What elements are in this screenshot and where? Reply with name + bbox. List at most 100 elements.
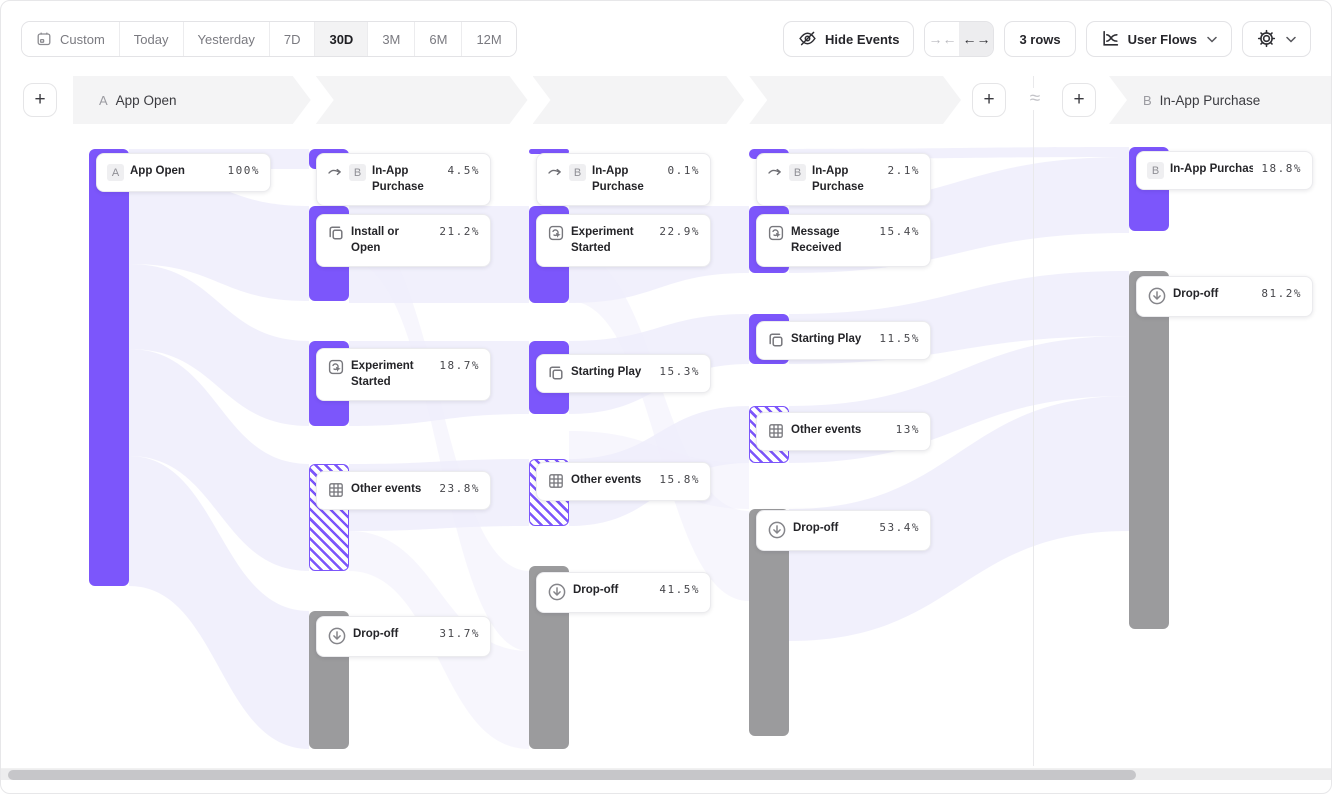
flow-bar-app-open[interactable] [89,149,129,586]
dropoff-icon [767,520,787,540]
toolbar-right-controls: Hide Events →← ←→ 3 rows User Flows [783,21,1311,57]
node-label: Drop-off [353,628,399,640]
horizontal-scrollbar-thumb[interactable] [8,770,1136,780]
view-selector-button[interactable]: User Flows [1085,21,1232,57]
flow-node-app-open[interactable]: A App Open 100% [96,153,271,192]
step-b-header[interactable]: B In-App Purchase [1109,76,1331,124]
node-label: Drop-off [1173,288,1219,300]
experiment-icon [327,358,345,376]
date-range-3m[interactable]: 3M [368,22,416,56]
node-percent: 18.7% [439,359,480,372]
flow-link [129,349,309,571]
date-range-12m[interactable]: 12M [462,22,516,56]
node-label: Drop-off [793,522,839,534]
step-letter-badge: B [569,164,586,181]
add-step-middle-right-button[interactable]: + [1062,83,1096,117]
event-icon [767,331,785,349]
collapse-expand-toggle: →← ←→ [924,21,995,57]
flow-node-in-app-purchase[interactable]: B In-App Purchase 4.5% [316,153,491,207]
rows-label: 3 rows [1019,31,1061,47]
toolbar: Custom Today Yesterday 7D 30D 3M 6M 12M … [21,21,1311,57]
flow-node-in-app-purchase[interactable]: B In-App Purchase 0.1% [536,153,711,207]
settings-button[interactable] [1242,21,1311,57]
node-label: Message Received [791,226,842,254]
expand-columns-button[interactable]: ←→ [959,22,994,56]
node-percent: 4.5% [447,164,480,177]
collapse-columns-button[interactable]: →← [925,22,960,56]
node-percent: 100% [227,164,260,177]
experiment-icon [767,224,785,242]
flow-link [789,396,1129,641]
date-range-7d[interactable]: 7D [269,22,316,56]
node-percent: 21.2% [439,225,480,238]
flow-node-drop-off[interactable]: Drop-off 81.2% [1136,276,1313,317]
flow-node-experiment-started[interactable]: Experiment Started 22.9% [536,214,711,268]
flow-node-message-received[interactable]: Message Received 15.4% [756,214,931,268]
step-letter-badge: A [107,164,124,181]
node-percent: 22.9% [659,225,700,238]
flow-node-other-events[interactable]: Other events 23.8% [316,471,491,510]
add-step-before-button[interactable]: + [23,83,57,117]
step-segment [749,76,961,124]
node-label: In-App Purchase [592,165,644,193]
step-letter-badge: B [1147,162,1164,179]
grid-icon [547,472,565,490]
step-a-letter: A [99,92,108,108]
node-percent: 81.2% [1261,287,1302,300]
add-step-middle-left-button[interactable]: + [972,83,1006,117]
step-a-header[interactable]: A App Open [73,76,311,124]
goal-arrow-icon [767,163,783,179]
flow-bar-in-app-purchase[interactable] [529,149,569,154]
flow-node-drop-off[interactable]: Drop-off 41.5% [536,572,711,613]
collapse-arrows-icon: →← [928,31,957,47]
flow-bar-drop-off[interactable] [1129,271,1169,629]
eye-off-icon [798,29,817,48]
step-letter-badge: B [789,164,806,181]
calendar-icon [36,31,52,47]
flow-node-starting-play[interactable]: Starting Play 15.3% [536,354,711,393]
expand-arrows-icon: ←→ [962,31,991,47]
collapsed-steps-indicator: ≈ [1022,88,1048,110]
hide-events-button[interactable]: Hide Events [783,21,915,57]
date-range-custom[interactable]: Custom [22,22,120,56]
goal-arrow-icon [547,163,563,179]
dropoff-icon [547,582,567,602]
chevron-down-icon [1207,35,1217,44]
flow-node-drop-off[interactable]: Drop-off 31.7% [316,616,491,657]
node-percent: 11.5% [879,332,920,345]
node-label: Starting Play [571,366,642,378]
date-range-6m[interactable]: 6M [415,22,463,56]
date-range-label: Custom [60,31,105,47]
event-icon [327,224,345,242]
user-flows-chart-icon [1101,29,1120,48]
node-percent: 15.4% [879,225,920,238]
date-range-30d[interactable]: 30D [315,22,369,56]
date-range-selector: Custom Today Yesterday 7D 30D 3M 6M 12M [21,21,517,57]
experiment-icon [547,224,565,242]
grid-icon [767,422,785,440]
rows-button[interactable]: 3 rows [1004,21,1076,57]
node-percent: 15.8% [659,473,700,486]
flow-node-in-app-purchase[interactable]: B In-App Purchase 18.8% [1136,151,1313,190]
node-label: Other events [791,424,862,436]
node-label: Install or Open [351,226,399,254]
node-percent: 41.5% [659,583,700,596]
node-label: Drop-off [573,584,619,596]
flow-node-other-events[interactable]: Other events 15.8% [536,462,711,501]
node-label: In-App Purchase [812,165,864,193]
flow-node-other-events[interactable]: Other events 13% [756,412,931,451]
flow-node-drop-off[interactable]: Drop-off 53.4% [756,510,931,551]
goal-arrow-icon [327,163,343,179]
event-icon [547,364,565,382]
flow-node-starting-play[interactable]: Starting Play 11.5% [756,321,931,360]
step-segment [316,76,528,124]
flow-node-experiment-started[interactable]: Experiment Started 18.7% [316,348,491,402]
flow-node-install-or-open[interactable]: Install or Open 21.2% [316,214,491,268]
node-percent: 31.7% [439,627,480,640]
flow-node-in-app-purchase[interactable]: B In-App Purchase 2.1% [756,153,931,207]
node-label: Starting Play [791,333,862,345]
date-range-yesterday[interactable]: Yesterday [183,22,270,56]
date-range-today[interactable]: Today [119,22,184,56]
horizontal-scrollbar-track[interactable] [1,768,1331,780]
